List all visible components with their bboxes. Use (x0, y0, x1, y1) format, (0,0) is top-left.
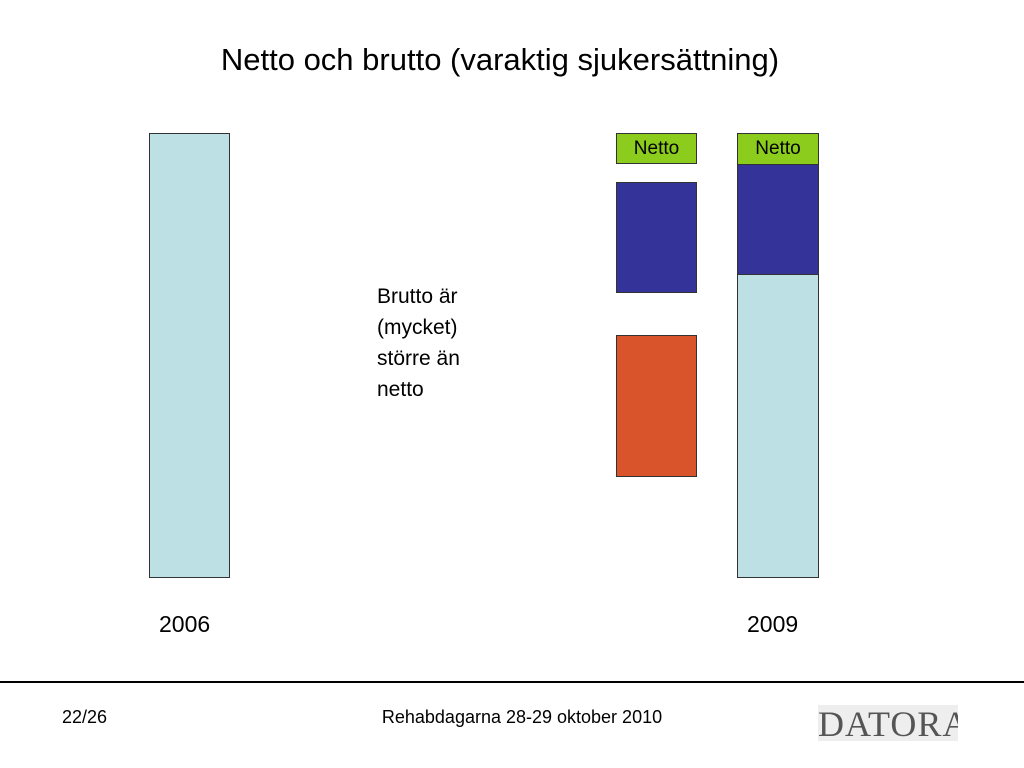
datora-logo: DATORA (818, 705, 958, 741)
light-block-right (737, 273, 819, 578)
year-label-2009: 2009 (747, 611, 799, 637)
red-block-middle (616, 335, 697, 477)
brutto-note: Brutto är (mycket) större än netto (377, 285, 460, 401)
footer-divider (0, 681, 1024, 683)
slide-title: Netto och brutto (varaktig sjukersättnin… (220, 42, 780, 77)
bar-2006 (149, 133, 230, 578)
page-number: 22/26 (62, 707, 108, 727)
blue-block-middle (616, 182, 697, 293)
blue-block-right (737, 164, 819, 275)
year-label-2006: 2006 (159, 611, 211, 637)
footer-text: Rehabdagarna 28-29 oktober 2010 (381, 707, 663, 727)
netto-box-right: Netto (737, 133, 819, 165)
netto-box-middle: Netto (616, 133, 697, 164)
